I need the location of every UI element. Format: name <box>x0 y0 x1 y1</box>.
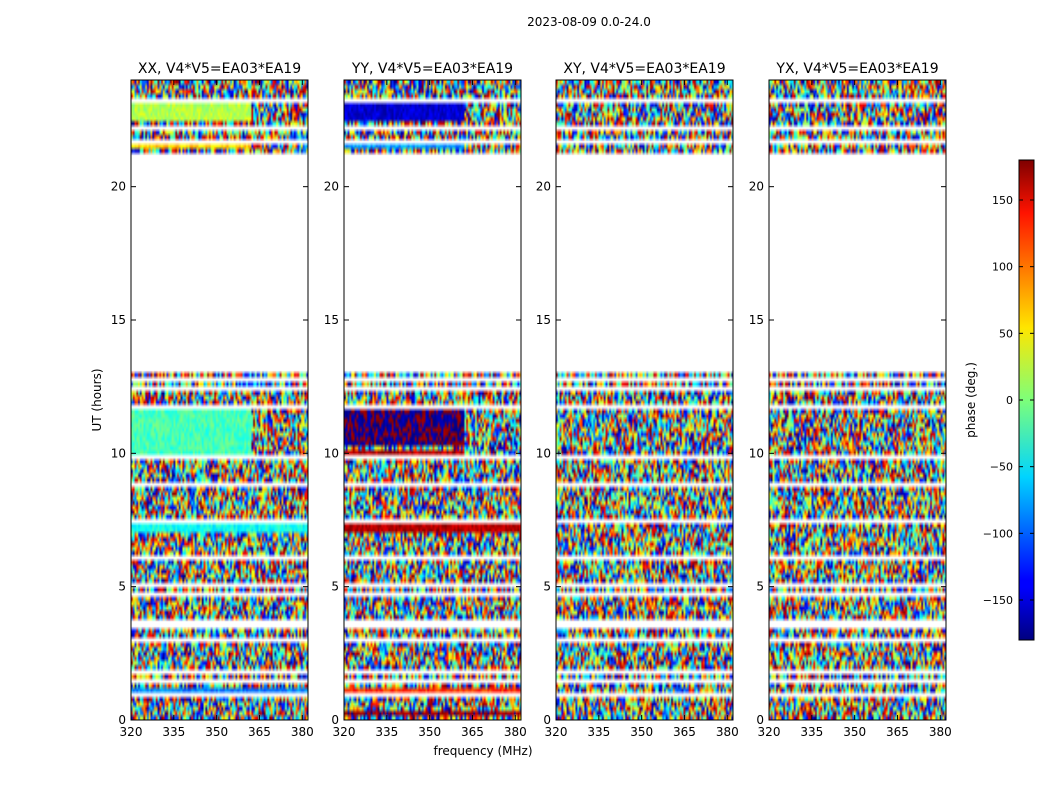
x-tick-label: 380 <box>716 725 739 739</box>
colorbar-tick-label: 50 <box>999 327 1013 340</box>
y-tick-label: 5 <box>756 580 764 594</box>
panel-2-phase-image <box>344 80 521 720</box>
x-tick-label: 350 <box>630 725 653 739</box>
x-tick-label: 380 <box>504 725 527 739</box>
x-tick-label: 335 <box>587 725 610 739</box>
panel-frame <box>768 79 947 721</box>
x-tick-label: 350 <box>843 725 866 739</box>
y-tick-label: 20 <box>111 180 126 194</box>
panel-4: YX, V4*V5=EA03*EA19 320 335 350 365 380 0 5 10 15… <box>749 61 952 739</box>
y-tick-label: 20 <box>324 180 339 194</box>
panel-3-phase-image <box>556 80 733 720</box>
colorbar: 150 100 50 0 −50 −100 −150 phase (deg.) <box>964 159 1035 641</box>
x-tick-label: 350 <box>418 725 441 739</box>
x-tick-label: 350 <box>205 725 228 739</box>
colorbar-tick-label: −50 <box>990 461 1013 474</box>
colorbar-tick-label: 150 <box>992 194 1013 207</box>
panel-frame <box>130 79 309 721</box>
y-tick-label: 10 <box>536 446 551 460</box>
x-tick-label: 365 <box>248 725 271 739</box>
y-tick-label: 15 <box>111 313 126 327</box>
y-tick-label: 0 <box>118 713 126 727</box>
panel-frame <box>343 79 522 721</box>
panel-title: XX, V4*V5=EA03*EA19 <box>138 61 301 77</box>
x-tick-label: 320 <box>758 725 781 739</box>
x-tick-label: 365 <box>673 725 696 739</box>
x-tick-label: 335 <box>162 725 185 739</box>
x-tick-label: 320 <box>545 725 568 739</box>
y-tick-label: 20 <box>536 180 551 194</box>
y-tick-label: 10 <box>749 446 764 460</box>
x-tick-label: 365 <box>886 725 909 739</box>
y-tick-label: 15 <box>324 313 339 327</box>
panel-title: YX, V4*V5=EA03*EA19 <box>775 61 938 77</box>
x-tick-label: 380 <box>929 725 952 739</box>
colorbar-tick-label: −150 <box>983 594 1013 607</box>
y-tick-label: 5 <box>543 580 551 594</box>
y-tick-label: 20 <box>749 180 764 194</box>
x-tick-label: 380 <box>291 725 314 739</box>
y-tick-label: 10 <box>324 446 339 460</box>
panel-frame <box>555 79 734 721</box>
panel-1: XX, V4*V5=EA03*EA19 320 335 350 365 380 0 5 10 15… <box>111 61 314 739</box>
x-axis-label: frequency (MHz) <box>433 744 532 758</box>
colorbar-label: phase (deg.) <box>964 362 978 438</box>
y-axis-label: UT (hours) <box>90 368 104 431</box>
y-tick-label: 5 <box>331 580 339 594</box>
x-tick-label: 335 <box>375 725 398 739</box>
x-tick-label: 320 <box>333 725 356 739</box>
panel-title: YY, V4*V5=EA03*EA19 <box>351 61 513 77</box>
y-tick-label: 10 <box>111 446 126 460</box>
x-tick-label: 320 <box>120 725 143 739</box>
panel-title: XY, V4*V5=EA03*EA19 <box>563 61 725 77</box>
panel-4-phase-image <box>769 80 946 720</box>
y-tick-label: 0 <box>543 713 551 727</box>
y-tick-label: 0 <box>331 713 339 727</box>
colorbar-tick-label: 100 <box>992 261 1013 274</box>
y-tick-label: 5 <box>118 580 126 594</box>
figure-suptitle: 2023-08-09 0.0-24.0 <box>527 15 651 29</box>
colorbar-tick-label: −100 <box>983 527 1013 540</box>
x-tick-label: 365 <box>461 725 484 739</box>
x-tick-label: 335 <box>800 725 823 739</box>
colorbar-tick-label: 0 <box>1006 394 1013 407</box>
y-tick-label: 15 <box>749 313 764 327</box>
y-tick-label: 0 <box>756 713 764 727</box>
panel-3: XY, V4*V5=EA03*EA19 320 335 350 365 380 0 5 10 15… <box>536 61 739 739</box>
panel-1-phase-image <box>131 80 308 720</box>
y-tick-label: 15 <box>536 313 551 327</box>
panel-2: YY, V4*V5=EA03*EA19 320 335 350 365 380 0 5 10 15… <box>324 61 527 739</box>
